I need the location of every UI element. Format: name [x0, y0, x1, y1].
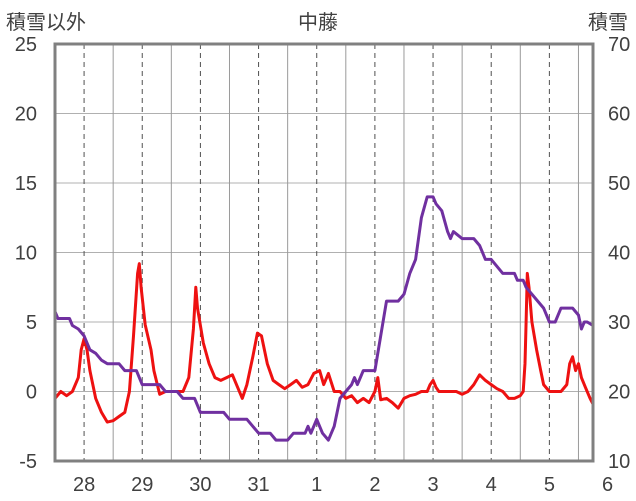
left-tick-label: 20 — [15, 104, 37, 126]
right-tick-label: 60 — [608, 104, 630, 126]
left-tick-label: 0 — [26, 382, 37, 404]
left-tick-label: 25 — [15, 34, 37, 56]
right-tick-label: 20 — [608, 382, 630, 404]
left-axis-title: 積雪以外 — [6, 12, 86, 34]
x-tick-label: 3 — [427, 474, 438, 496]
left-tick-label: 5 — [26, 312, 37, 334]
chart-title: 中藤 — [298, 12, 338, 34]
right-tick-label: 40 — [608, 243, 630, 265]
left-tick-label: 15 — [15, 173, 37, 195]
right-tick-label: 50 — [608, 173, 630, 195]
x-tick-label: 31 — [247, 474, 269, 496]
left-tick-label: 10 — [15, 243, 37, 265]
x-tick-label: 1 — [311, 474, 322, 496]
series-line-left — [53, 262, 595, 424]
series-line-right — [53, 195, 594, 442]
left-tick-label: -5 — [19, 451, 37, 473]
right-tick-label: 70 — [608, 34, 630, 56]
x-tick-label: 2 — [369, 474, 380, 496]
right-axis-title: 積雪 — [588, 12, 628, 34]
plot-frame — [53, 42, 595, 463]
right-tick-label: 30 — [608, 312, 630, 334]
right-tick-label: 10 — [608, 451, 630, 473]
x-tick-label: 4 — [486, 474, 497, 496]
x-tick-label: 5 — [544, 474, 555, 496]
x-tick-label: 30 — [189, 474, 211, 496]
x-tick-label: 29 — [131, 474, 153, 496]
x-tick-label: 28 — [73, 474, 95, 496]
x-tick-label: 6 — [602, 474, 613, 496]
